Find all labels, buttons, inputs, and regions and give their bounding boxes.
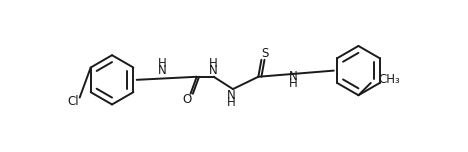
Text: Cl: Cl [68,95,80,108]
Text: O: O [182,93,191,106]
Text: S: S [261,47,268,60]
Text: N: N [158,64,167,77]
Text: H: H [227,96,236,109]
Text: H: H [289,77,298,90]
Text: N: N [289,70,298,83]
Text: H: H [209,57,218,70]
Text: N: N [227,89,236,102]
Text: H: H [158,57,167,70]
Text: CH₃: CH₃ [379,73,400,86]
Text: N: N [209,64,218,77]
